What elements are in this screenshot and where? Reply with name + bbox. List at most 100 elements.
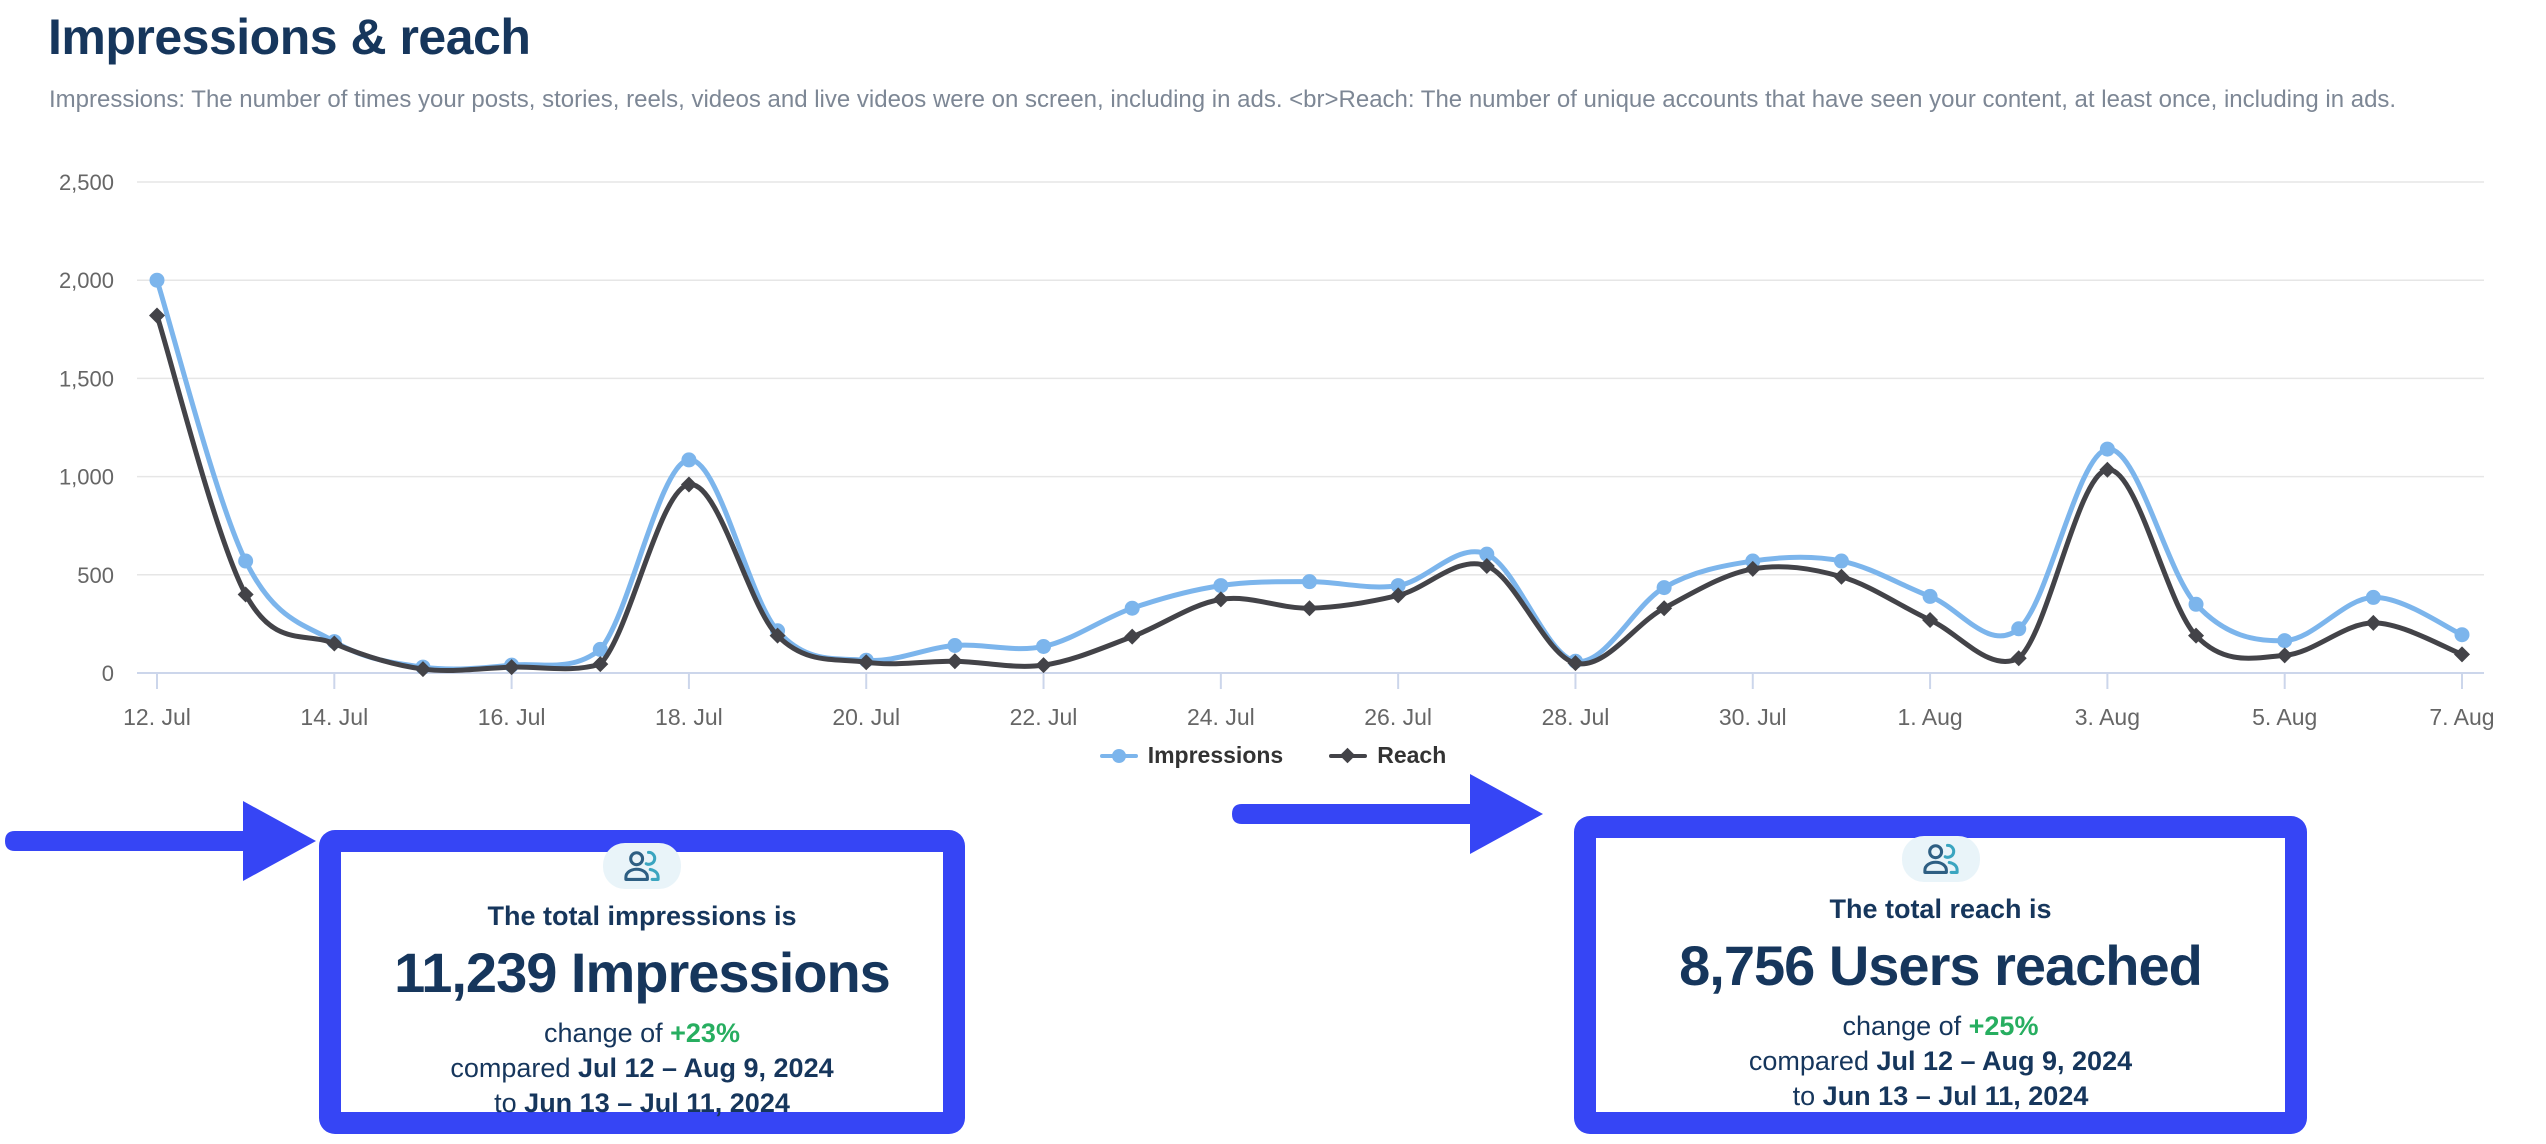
users-icon-badge	[1901, 836, 1980, 883]
x-axis-label: 14. Jul	[300, 704, 368, 730]
impressions-data-point	[1213, 578, 1229, 594]
impressions-total-card: The total impressions is 11,239 Impressi…	[319, 830, 965, 1134]
impressions-data-point	[2188, 596, 2204, 612]
legend-label: Impressions	[1147, 742, 1284, 768]
card-to-line: to Jun 13 – Jul 11, 2024	[1792, 1080, 2089, 1111]
card-compared-line: compared Jul 12 – Aug 9, 2024	[1748, 1045, 2133, 1076]
reach-data-point	[1124, 628, 1141, 645]
users-icon-badge	[603, 843, 681, 890]
card-intro: The total impressions is	[487, 901, 797, 932]
card-intro: The total reach is	[1829, 894, 2052, 925]
reach-data-point	[1744, 560, 1761, 577]
impressions-data-point	[1833, 553, 1849, 569]
card-change-line: change of +23%	[544, 1017, 740, 1048]
page-subtitle: Impressions: The number of times your po…	[49, 86, 2397, 113]
users-icon	[1922, 843, 1959, 875]
x-axis-label: 1. Aug	[1897, 704, 1962, 730]
impressions-data-point	[2454, 627, 2470, 643]
y-axis-label: 500	[77, 563, 114, 588]
reach-series-line	[154, 313, 2465, 674]
x-axis-label: 28. Jul	[1542, 704, 1610, 730]
impressions-data-point	[1479, 546, 1495, 562]
impressions-series-marker-icon	[1099, 748, 1138, 764]
compared-range: Jul 12 – Aug 9, 2024	[1876, 1045, 2133, 1076]
impressions-data-point	[2277, 633, 2293, 649]
y-axis-label: 2,500	[59, 170, 114, 195]
reach-data-point	[2010, 650, 2027, 667]
page-title: Impressions & reach	[48, 9, 531, 65]
impressions-data-point	[592, 641, 608, 657]
card-change-line: change of +25%	[1842, 1010, 2039, 1041]
reach-data-point	[326, 635, 343, 652]
y-axis-label: 2,000	[59, 268, 114, 293]
change-percent: +23%	[670, 1017, 740, 1048]
x-axis-label: 26. Jul	[1364, 704, 1432, 730]
right-annotation-arrow-icon	[1232, 774, 1543, 854]
impressions-data-point	[1124, 600, 1140, 616]
reach-data-point	[2276, 647, 2293, 664]
reach-data-point	[1301, 600, 1318, 617]
reach-data-point	[237, 586, 254, 603]
reach-data-point	[1833, 568, 1850, 585]
legend-item-reach[interactable]: Reach	[1329, 742, 1446, 769]
left-annotation-arrow-icon	[5, 801, 316, 881]
reach-data-point	[680, 476, 697, 493]
card-compared-line: compared Jul 12 – Aug 9, 2024	[450, 1052, 834, 1083]
impressions-data-point	[1302, 574, 1317, 590]
compared-range: Jul 12 – Aug 9, 2024	[577, 1052, 834, 1083]
reach-data-point	[1478, 557, 1495, 574]
impressions-data-point	[1036, 638, 1052, 654]
x-axis-label: 12. Jul	[123, 704, 191, 730]
card-total-value: 8,756 Users reached	[1679, 934, 2203, 998]
impressions-data-point	[2099, 441, 2115, 457]
impressions-data-point	[681, 452, 697, 468]
impressions-data-point	[1656, 580, 1672, 596]
reach-data-point	[592, 656, 609, 673]
impressions-data-point	[947, 638, 963, 654]
reach-data-point	[946, 653, 963, 670]
reach-data-point	[1922, 611, 1939, 628]
to-range: Jun 13 – Jul 11, 2024	[1822, 1080, 2089, 1111]
reach-data-point	[2365, 614, 2382, 631]
legend-item-impressions[interactable]: Impressions	[1099, 742, 1284, 769]
reach-total-card: The total reach is 8,756 Users reached c…	[1574, 816, 2307, 1134]
to-range: Jun 13 – Jul 11, 2024	[524, 1087, 790, 1118]
x-axis-label: 7. Aug	[2429, 704, 2494, 730]
impressions-data-point	[238, 553, 254, 569]
reach-data-point	[503, 659, 520, 676]
reach-data-point	[1567, 655, 1584, 672]
change-percent: +25%	[1968, 1010, 2039, 1041]
x-axis-label: 20. Jul	[832, 704, 900, 730]
reach-data-point	[769, 627, 786, 644]
legend-label: Reach	[1377, 742, 1447, 768]
reach-data-point	[1390, 587, 1407, 604]
reach-data-point	[2454, 646, 2470, 663]
impressions-data-point	[149, 272, 165, 288]
reach-data-point	[149, 307, 165, 324]
card-to-line: to Jun 13 – Jul 11, 2024	[494, 1087, 790, 1118]
reach-data-point	[2188, 627, 2205, 644]
impressions-data-point	[1390, 578, 1406, 594]
x-axis-label: 3. Aug	[2075, 704, 2140, 730]
reach-data-point	[1212, 591, 1229, 608]
x-axis-label: 24. Jul	[1187, 704, 1255, 730]
reach-series-marker-icon	[1329, 747, 1368, 764]
x-axis-label: 30. Jul	[1719, 704, 1787, 730]
impressions-data-point	[2011, 621, 2027, 637]
chart-legend: Impressions Reach	[0, 742, 2546, 769]
impressions-reach-chart: 0 500 1,000 1,500 2,000 2,500 12. Jul 14. Jul 16…	[59, 170, 2495, 730]
y-axis-label: 1,000	[59, 465, 114, 490]
x-axis-label: 22. Jul	[1010, 704, 1078, 730]
y-axis-label: 0	[102, 661, 114, 686]
users-icon	[624, 850, 660, 882]
impressions-data-point	[2365, 589, 2381, 605]
y-axis-label: 1,500	[59, 366, 114, 391]
reach-data-point	[858, 654, 875, 671]
card-total-value: 11,239 Impressions	[394, 941, 891, 1005]
reach-data-point	[1656, 600, 1673, 617]
reach-data-point	[2099, 461, 2116, 478]
x-axis-label: 5. Aug	[2252, 704, 2317, 730]
reach-data-point	[414, 661, 431, 678]
impressions-data-point	[1922, 588, 1938, 604]
